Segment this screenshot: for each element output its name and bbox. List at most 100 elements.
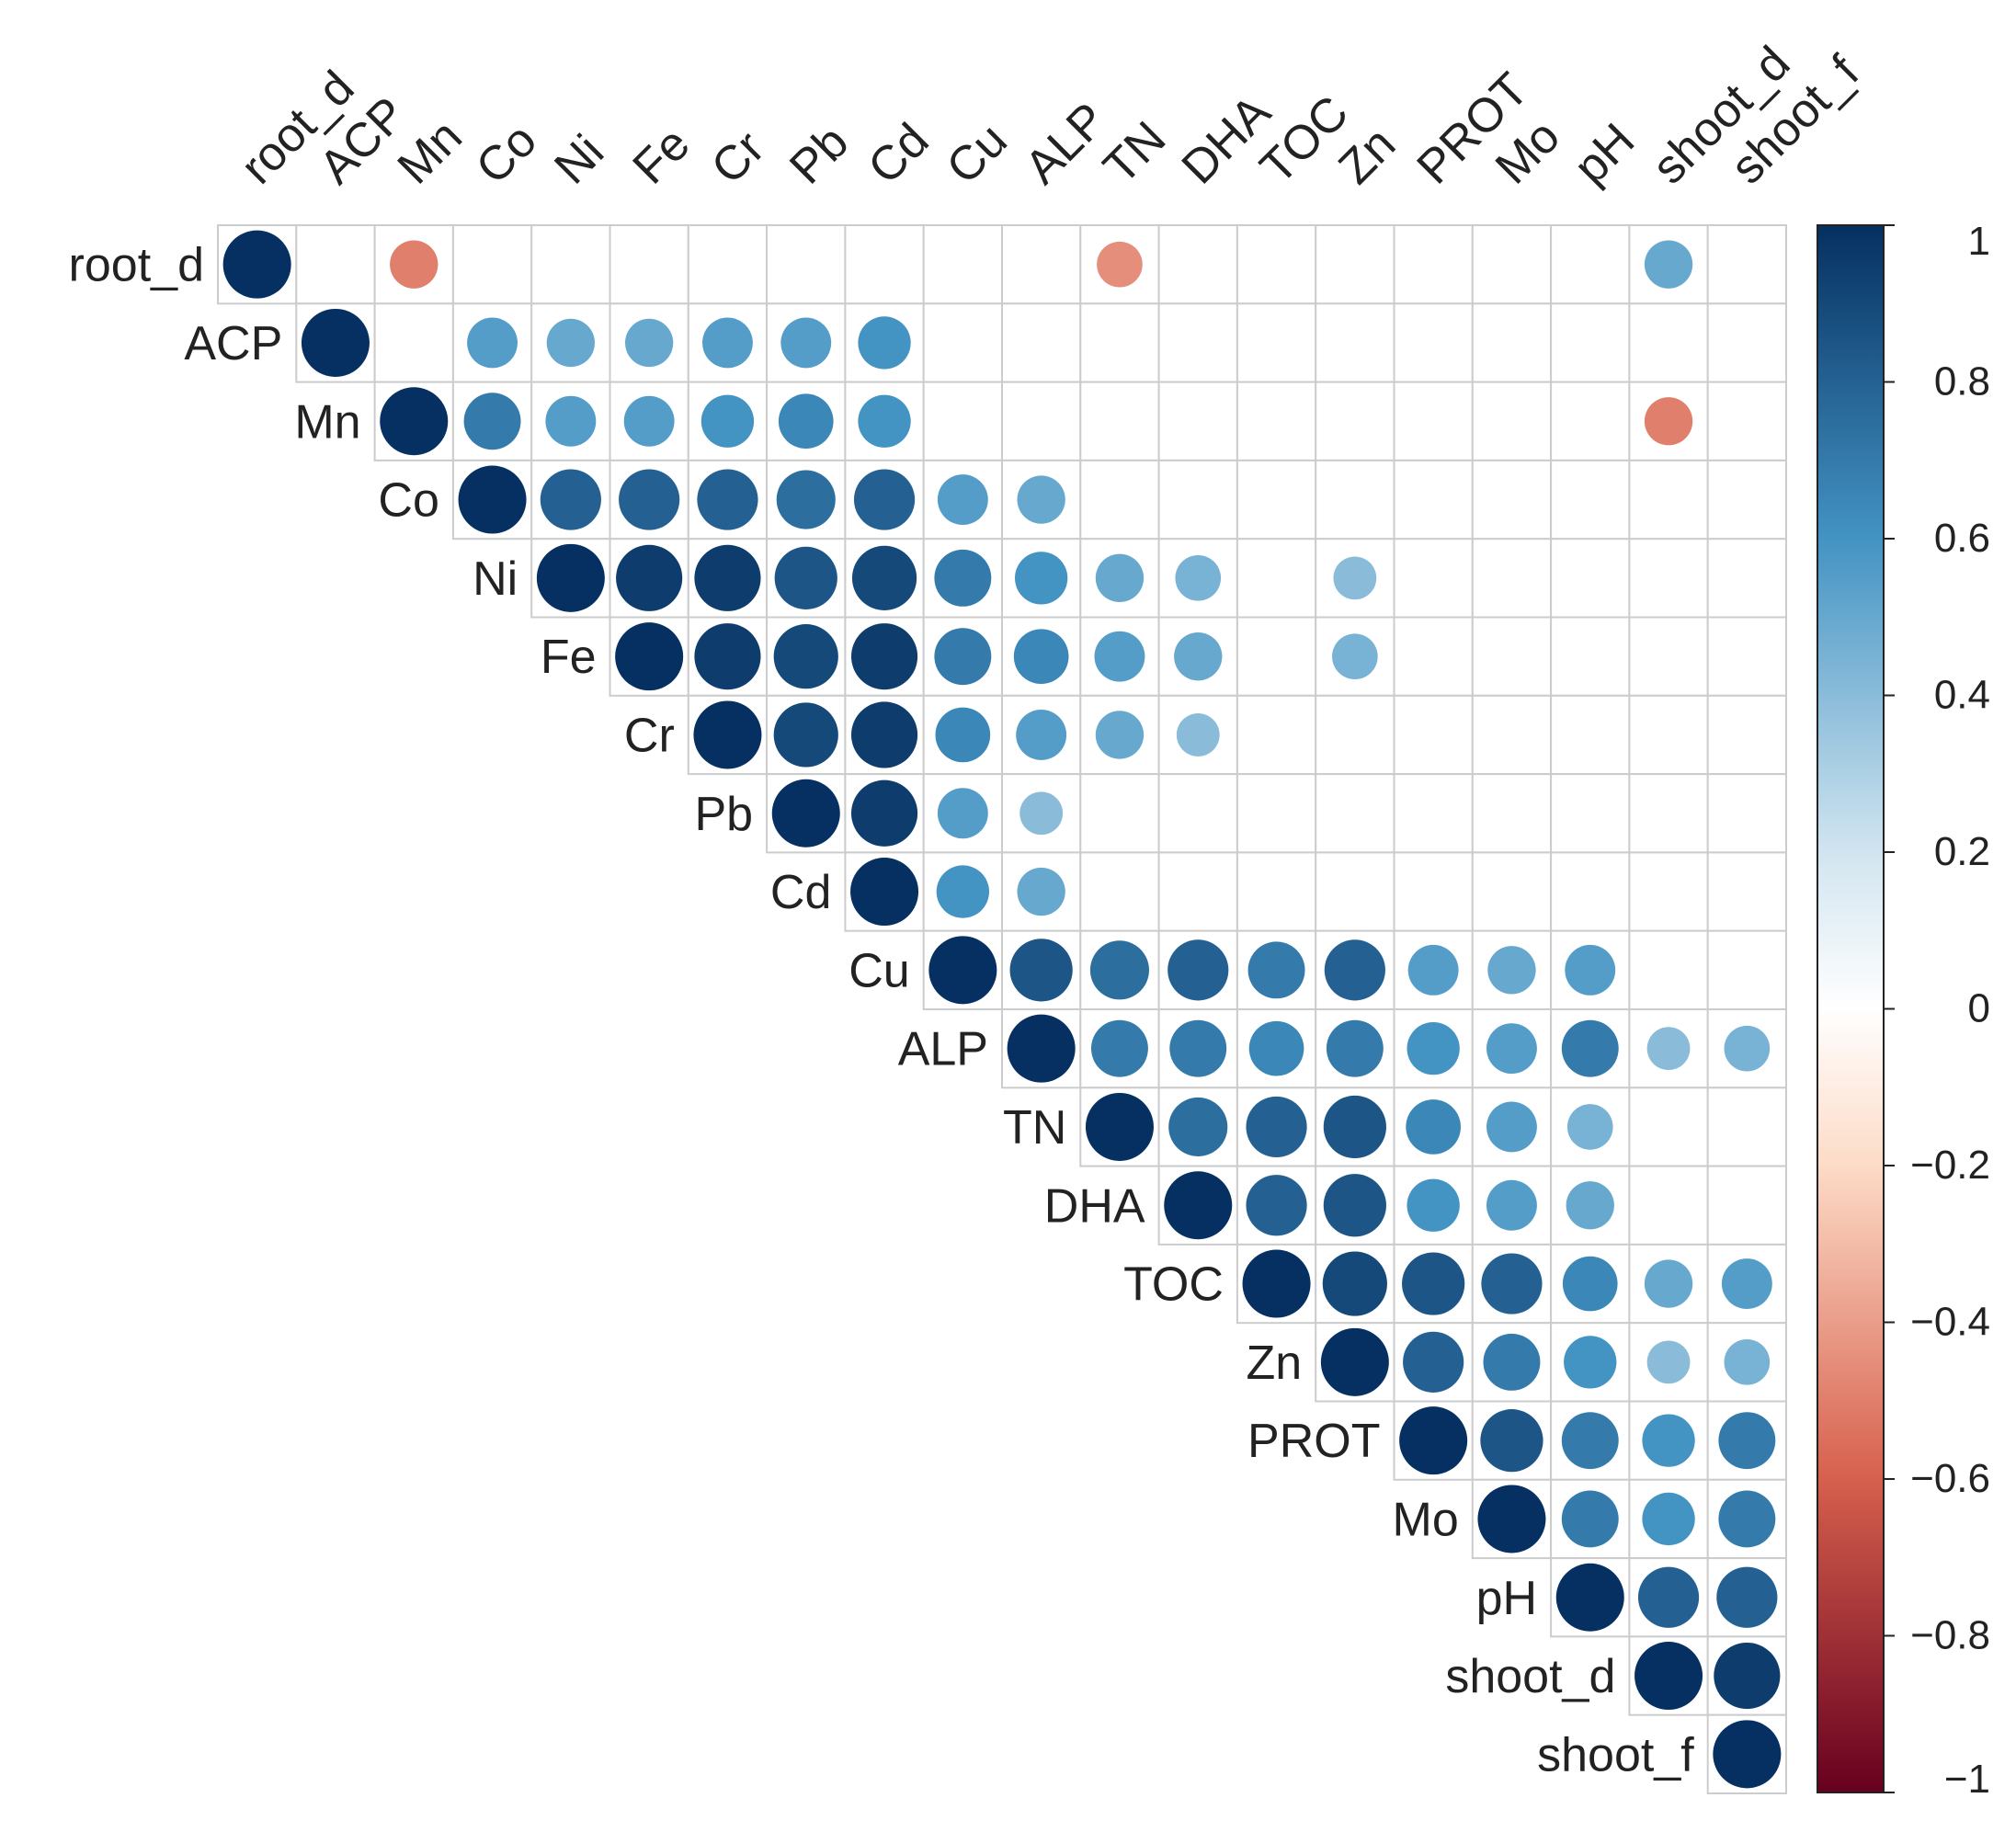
corr-circle-ALP-pH: [1561, 1019, 1619, 1077]
corr-circle-Pb-Pb: [771, 779, 840, 848]
corr-circle-Cu-Cu: [928, 936, 997, 1005]
col-label-pH: pH: [1564, 113, 1645, 194]
colorbar-tick-label: 1: [1968, 219, 1990, 264]
grid-cell: [1001, 224, 1082, 305]
corr-circle-ALP-DHA: [1169, 1019, 1227, 1077]
row-label-pH: pH: [1476, 1572, 1537, 1625]
grid-cell: [1706, 616, 1787, 697]
corr-circle-Zn-pH: [1564, 1336, 1617, 1389]
corr-circle-Ni-TN: [1095, 553, 1145, 603]
corr-circle-ALP-TOC: [1248, 1020, 1304, 1076]
corr-circle-root_d-root_d: [222, 230, 291, 299]
corr-circle-TOC-Zn: [1322, 1251, 1387, 1316]
grid-cell: [1079, 459, 1160, 540]
corr-circle-ACP-Pb: [780, 317, 832, 369]
grid-cell: [1079, 302, 1160, 383]
corr-circle-Co-Ni: [540, 469, 601, 530]
colorbar-tick-label: 0: [1968, 986, 1990, 1031]
row-label-DHA: DHA: [1044, 1179, 1145, 1233]
grid-cell: [1393, 616, 1474, 697]
grid-cell: [1001, 302, 1082, 383]
corr-circle-TOC-Mo: [1481, 1253, 1543, 1314]
corr-circle-Cu-DHA: [1167, 939, 1229, 1001]
grid-cell: [1393, 694, 1474, 776]
grid-cell: [1550, 381, 1631, 461]
grid-cell: [1628, 459, 1709, 540]
corr-circle-Co-Cr: [697, 469, 758, 530]
corr-circle-TN-Mo: [1486, 1101, 1537, 1153]
grid-cell: [1706, 773, 1787, 854]
corr-circle-Co-Co: [458, 465, 527, 534]
corr-circle-Ni-DHA: [1175, 555, 1222, 601]
corr-circle-Ni-ALP: [1014, 552, 1068, 605]
grid-cell: [1393, 538, 1474, 619]
grid-cell: [1550, 773, 1631, 854]
row-label-TN: TN: [1003, 1101, 1066, 1155]
corr-circle-DHA-pH: [1566, 1181, 1614, 1230]
corr-circle-Cu-Zn: [1324, 939, 1385, 1001]
grid-cell: [1157, 302, 1238, 383]
grid-cell: [1315, 381, 1395, 461]
corr-circle-Cu-ALP: [1009, 939, 1073, 1002]
grid-cell: [1157, 381, 1238, 461]
corr-circle-PROT-pH: [1561, 1412, 1619, 1470]
row-label-ACP: ACP: [184, 317, 282, 370]
grid-cell: [1315, 224, 1395, 305]
colorbar-tick-label: 0.6: [1934, 516, 1990, 561]
corr-circle-Cu-Mo: [1487, 946, 1536, 995]
corr-circle-shoot_d-shoot_d: [1634, 1642, 1703, 1711]
corr-circle-Co-Pb: [776, 470, 836, 529]
corr-circle-Cd-Cd: [850, 858, 919, 927]
corr-circle-Cr-ALP: [1016, 710, 1067, 760]
corr-circle-Fe-Zn: [1332, 633, 1378, 679]
col-label-Fe: Fe: [623, 118, 700, 195]
corr-circle-Ni-Cu: [934, 549, 992, 607]
corr-circle-root_d-Mn: [390, 240, 439, 289]
corr-circle-Mn-Co: [463, 393, 521, 450]
grid-cell: [1628, 1087, 1709, 1167]
corr-circle-Cd-Cu: [936, 865, 990, 918]
corr-circle-Ni-Ni: [536, 543, 605, 612]
grid-cell: [1236, 302, 1317, 383]
grid-cell: [1079, 381, 1160, 461]
corr-circle-ACP-Cr: [702, 317, 753, 369]
colorbar-gradient: [1817, 224, 1885, 1793]
row-label-PROT: PROT: [1247, 1415, 1380, 1468]
grid-cell: [1471, 302, 1553, 383]
row-label-Cd: Cd: [770, 866, 831, 919]
corr-circle-PROT-shoot_d: [1642, 1414, 1695, 1467]
colorbar: 1 0.8 0.6 0.4 0.2 0 −0.2 −0.4 −0.6 −0.8 −1: [1817, 219, 1990, 1802]
grid-cell: [1315, 694, 1395, 776]
corr-circle-DHA-Mo: [1486, 1179, 1537, 1231]
colorbar-tick-label: −0.6: [1910, 1456, 1990, 1501]
corr-circle-DHA-PROT: [1407, 1178, 1460, 1232]
col-label-Cu: Cu: [937, 113, 1018, 194]
corr-circle-PROT-shoot_f: [1718, 1412, 1776, 1470]
grid-cell: [1236, 851, 1317, 932]
grid-cell: [1550, 616, 1631, 697]
grid-cell: [1628, 773, 1709, 854]
grid-cell: [1550, 302, 1631, 383]
corr-circle-Cu-TOC: [1247, 941, 1305, 999]
corr-circle-Mn-Mn: [380, 387, 449, 456]
grid-cell: [1471, 694, 1553, 776]
grid-cell: [1628, 929, 1709, 1011]
corr-circle-Cu-TN: [1089, 940, 1149, 1000]
grid-cell: [1393, 302, 1474, 383]
col-label-DHA: DHA: [1172, 85, 1281, 195]
grid-cell: [1471, 773, 1553, 854]
grid-cell: [1706, 1087, 1787, 1167]
corr-circle-Fe-Cr: [694, 623, 761, 690]
row-label-Mo: Mo: [1393, 1493, 1459, 1546]
grid-cell: [922, 302, 1004, 383]
row-label-root_d: root_d: [69, 239, 204, 292]
row-label-Fe: Fe: [541, 631, 597, 684]
row-label-Cr: Cr: [624, 709, 675, 762]
corr-circle-Cr-Cu: [935, 707, 991, 763]
corr-circle-TN-DHA: [1168, 1097, 1228, 1156]
corr-circle-Fe-Cu: [934, 628, 992, 686]
grid-cell: [922, 381, 1004, 461]
row-label-TOC: TOC: [1123, 1258, 1224, 1312]
corr-circle-Mn-Ni: [545, 395, 597, 447]
